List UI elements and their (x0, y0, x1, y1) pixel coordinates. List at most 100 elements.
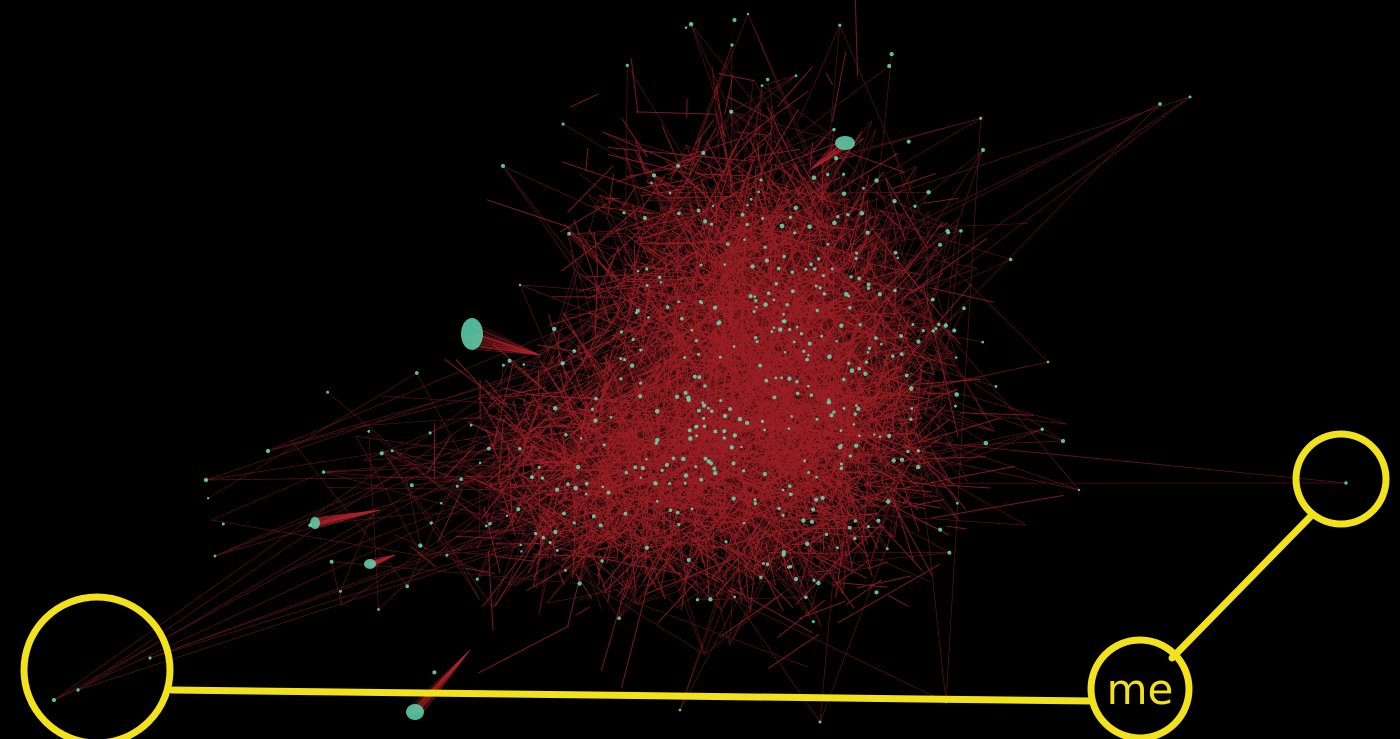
hub-cluster (809, 136, 855, 171)
graph-node (712, 305, 718, 310)
graph-node (906, 139, 911, 144)
graph-node (654, 409, 660, 414)
me-label: me (1107, 665, 1174, 714)
graph-node (804, 595, 808, 600)
graph-node (788, 492, 793, 497)
graph-node (488, 522, 492, 526)
graph-node (867, 346, 872, 350)
graph-node (930, 297, 935, 302)
graph-node (857, 276, 861, 281)
graph-node (692, 374, 697, 379)
graph-node (552, 406, 558, 411)
graph-node (731, 496, 736, 501)
graph-node (677, 522, 681, 527)
graph-node (590, 407, 594, 411)
graph-node (829, 413, 834, 418)
graph-node (785, 303, 789, 307)
graph-node (830, 267, 834, 271)
graph-node (562, 511, 566, 516)
graph-node (600, 559, 604, 563)
graph-node (265, 448, 271, 454)
graph-node (638, 394, 643, 399)
graph-node (718, 355, 722, 359)
graph-node (782, 312, 785, 316)
graph-node (876, 518, 881, 523)
hub-cluster (310, 509, 381, 529)
graph-node (765, 562, 770, 566)
graph-node (913, 204, 917, 208)
graph-node (516, 507, 521, 512)
graph-node (629, 363, 635, 368)
graph-node (858, 323, 862, 327)
graph-node (625, 63, 629, 67)
graph-node (887, 433, 892, 439)
graph-node (814, 497, 819, 502)
graph-node (815, 308, 819, 313)
graph-node (981, 148, 985, 152)
graph-node (807, 224, 812, 229)
graph-node (786, 565, 790, 569)
graph-node (701, 401, 704, 404)
edge-bundle-outliers (53, 13, 1347, 723)
graph-node (838, 23, 842, 27)
graph-node (865, 230, 870, 235)
graph-node (694, 465, 698, 469)
graph-node (807, 384, 810, 388)
graph-node (954, 356, 958, 359)
graph-node (824, 532, 829, 537)
graph-node (729, 445, 734, 450)
graph-node (853, 536, 857, 541)
graph-node (839, 466, 844, 471)
graph-node (820, 334, 824, 338)
graph-node (713, 470, 718, 476)
graph-node (657, 275, 662, 280)
graph-node (707, 406, 710, 410)
graph-node (809, 262, 813, 267)
graph-node (577, 581, 582, 586)
graph-node (321, 470, 326, 474)
graph-node (916, 339, 921, 344)
graph-node (414, 371, 419, 375)
graph-node (772, 326, 776, 329)
graph-node (826, 399, 832, 405)
graph-node (764, 378, 769, 383)
me-circle (1087, 636, 1193, 739)
graph-node (671, 456, 676, 461)
graph-node (795, 391, 800, 396)
graph-node (719, 399, 723, 403)
graph-node (788, 484, 792, 488)
graph-node (676, 164, 680, 168)
graph-node (445, 553, 449, 557)
graph-node (567, 231, 571, 236)
graph-node (593, 418, 598, 423)
graph-node (379, 451, 384, 456)
graph-node (874, 336, 878, 340)
highlight-circle-right (1292, 430, 1390, 528)
graph-node (722, 429, 727, 434)
graph-node (807, 471, 811, 474)
graph-node (900, 457, 904, 462)
graph-node (863, 371, 868, 376)
graph-node (696, 208, 701, 213)
graph-node (732, 18, 737, 22)
graph-node (213, 554, 217, 558)
graph-node (742, 522, 746, 525)
graph-node (221, 522, 225, 526)
graph-node (706, 459, 711, 464)
graph-node (859, 211, 865, 216)
graph-node (564, 569, 567, 572)
graph-node (740, 445, 743, 449)
graph-node (783, 351, 787, 354)
graph-node (889, 52, 894, 57)
graph-node (885, 499, 891, 504)
graph-node (864, 360, 869, 364)
graph-node (954, 404, 957, 408)
graph-node (887, 63, 892, 69)
graph-node (827, 398, 830, 401)
graph-node (787, 376, 792, 381)
graph-node (892, 199, 897, 204)
graph-node (617, 616, 621, 621)
graph-node (1040, 427, 1044, 432)
graph-node (148, 656, 152, 660)
graph-node (795, 325, 799, 329)
